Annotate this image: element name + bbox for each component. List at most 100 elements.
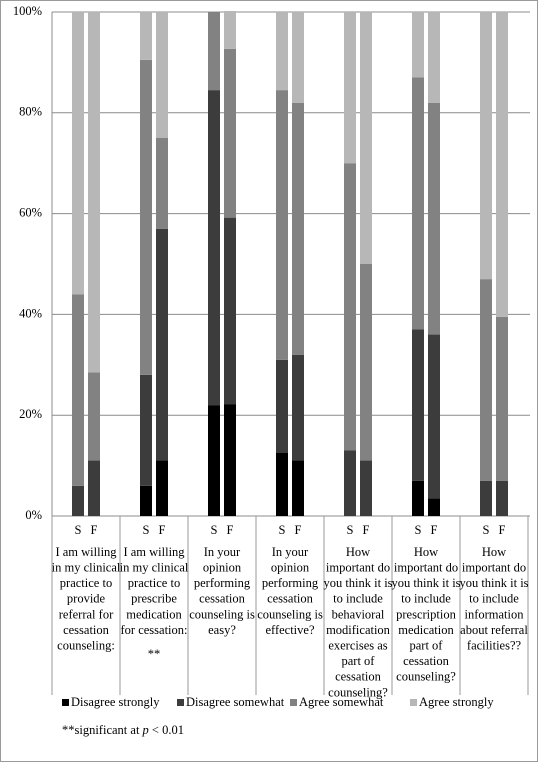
bar-segment: [208, 405, 220, 516]
x-tick-label: F: [227, 523, 234, 537]
group-label: cessation: [335, 670, 382, 684]
legend-swatch: [290, 699, 297, 706]
group-note: **: [148, 647, 161, 661]
group-label: How: [346, 545, 370, 559]
group-label: behavioral: [332, 607, 385, 621]
bar-segment: [208, 12, 220, 91]
bar-segment: [360, 264, 372, 461]
group-label: medication: [126, 607, 182, 621]
bar-segment: [140, 374, 152, 486]
bar-segment: [276, 12, 288, 91]
group-label: In your: [204, 545, 241, 559]
bar-segment: [224, 10, 236, 49]
bar-segment: [360, 460, 372, 516]
bar-segment: [412, 480, 424, 516]
group-label: in my clinical: [120, 560, 189, 574]
group-label: part of: [410, 638, 444, 652]
group-label: counseling?: [396, 670, 456, 684]
footnote-text: **significant at: [62, 723, 143, 737]
legend-label: Agree strongly: [419, 695, 494, 709]
group-label: in my clinical: [52, 560, 121, 574]
y-tick-label: 60%: [19, 205, 42, 219]
group-label: effective?: [265, 623, 314, 637]
x-tick-label: S: [483, 523, 490, 537]
bar-segment: [428, 334, 440, 499]
bar-segment: [140, 485, 152, 516]
bar-segment: [208, 90, 220, 406]
group-label: you think it is: [391, 576, 460, 590]
bar-segment: [292, 102, 304, 355]
bar-segment: [344, 12, 356, 164]
group-label: about referral: [460, 623, 528, 637]
footnote-text: p: [142, 723, 149, 737]
group-label: facilities??: [467, 638, 522, 652]
group-label: How: [414, 545, 438, 559]
bar-segment: [496, 316, 508, 481]
group-label: In your: [272, 545, 309, 559]
x-tick-label: F: [295, 523, 302, 537]
bar-segment: [224, 48, 236, 218]
group-label: cessation: [63, 623, 110, 637]
legend-label: Agree somewhat: [299, 695, 384, 709]
group-label: you think it is: [323, 576, 392, 590]
bar-segment: [140, 59, 152, 375]
group-label: you think it is: [459, 576, 528, 590]
group-label: I am willing: [123, 545, 185, 559]
y-tick-label: 0%: [25, 508, 42, 522]
bar-segment: [276, 90, 288, 360]
legend-swatch: [410, 699, 417, 706]
x-tick-label: S: [75, 523, 82, 537]
bar-segment: [292, 354, 304, 461]
x-tick-label: F: [91, 523, 98, 537]
bar-segment: [412, 329, 424, 481]
legend-label: Disagree strongly: [71, 695, 160, 709]
bar-segment: [428, 12, 440, 103]
group-label: practice to: [60, 576, 112, 590]
group-label: important do: [326, 560, 390, 574]
bar-segment: [156, 12, 168, 138]
group-label: to include: [469, 592, 519, 606]
group-label: important do: [394, 560, 458, 574]
legend-swatch: [177, 699, 184, 706]
bar-segment: [156, 460, 168, 516]
x-tick-label: S: [279, 523, 286, 537]
x-tick-label: F: [363, 523, 370, 537]
y-tick-label: 100%: [13, 4, 42, 18]
legend-swatch: [62, 699, 69, 706]
group-label: counseling is: [189, 607, 255, 621]
group-label: to include: [333, 592, 383, 606]
bar-segment: [292, 12, 304, 103]
bar-segment: [140, 12, 152, 60]
group-label: part of: [342, 654, 376, 668]
x-tick-label: F: [159, 523, 166, 537]
group-label: exercises as: [328, 638, 387, 652]
bar-segment: [496, 480, 508, 516]
bar-segment: [412, 12, 424, 78]
x-tick-label: F: [499, 523, 506, 537]
group-label: provide: [67, 592, 106, 606]
group-label: prescription: [396, 607, 456, 621]
bar-segment: [428, 102, 440, 335]
bar-segment: [428, 498, 440, 516]
bar-segment: [480, 279, 492, 481]
group-label: easy?: [208, 623, 236, 637]
group-label: counseling is: [257, 607, 323, 621]
group-label: I am willing: [55, 545, 117, 559]
bar-segment: [224, 404, 236, 516]
y-tick-label: 80%: [19, 105, 42, 119]
bar-segment: [88, 460, 100, 516]
bar-segment: [88, 372, 100, 461]
bar-segment: [72, 12, 84, 295]
group-label: cessation: [403, 654, 450, 668]
x-tick-label: S: [211, 523, 218, 537]
group-label: medication: [398, 623, 454, 637]
bar-segment: [156, 138, 168, 229]
bar-segment: [480, 12, 492, 280]
y-tick-label: 20%: [19, 407, 42, 421]
group-label: How: [482, 545, 506, 559]
bar-segment: [496, 12, 508, 317]
bar-segment: [276, 453, 288, 516]
group-label: for cessation:: [121, 623, 188, 637]
bar-segment: [72, 485, 84, 516]
